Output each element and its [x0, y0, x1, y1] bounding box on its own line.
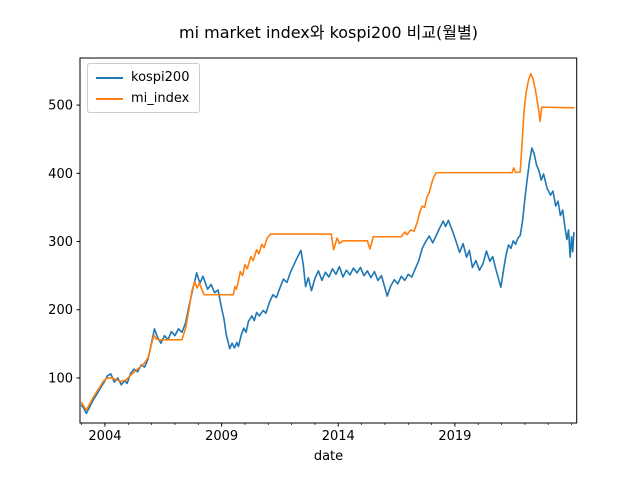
y-tick-label: 400 — [48, 167, 73, 182]
legend-label-mi-index: mi_index — [131, 91, 190, 106]
axes-spines — [79, 57, 578, 424]
x-tick-label: 2014 — [322, 429, 355, 444]
y-tick-label: 200 — [48, 303, 73, 318]
y-tick-label: 300 — [48, 235, 73, 250]
legend-item-kospi200: kospi200 — [96, 70, 189, 85]
chart-title: mi market index와 kospi200 비교(월별) — [179, 23, 478, 42]
series-line-mi_index — [80, 72, 575, 411]
x-tick-label: 2019 — [438, 429, 471, 444]
x-axis-label: date — [313, 449, 344, 464]
kospi200-line-sample — [96, 76, 123, 79]
legend-label-kospi200: kospi200 — [131, 70, 190, 85]
x-tick-label: 2009 — [205, 429, 238, 444]
mi-index-line-sample — [96, 97, 123, 100]
x-tick-label: 2004 — [88, 429, 121, 444]
y-tick-label: 100 — [48, 371, 73, 386]
series-line-kospi200 — [80, 147, 575, 415]
legend: kospi200 mi_index — [87, 63, 201, 113]
y-tick-label: 500 — [48, 99, 73, 114]
legend-item-mi-index: mi_index — [96, 91, 189, 106]
